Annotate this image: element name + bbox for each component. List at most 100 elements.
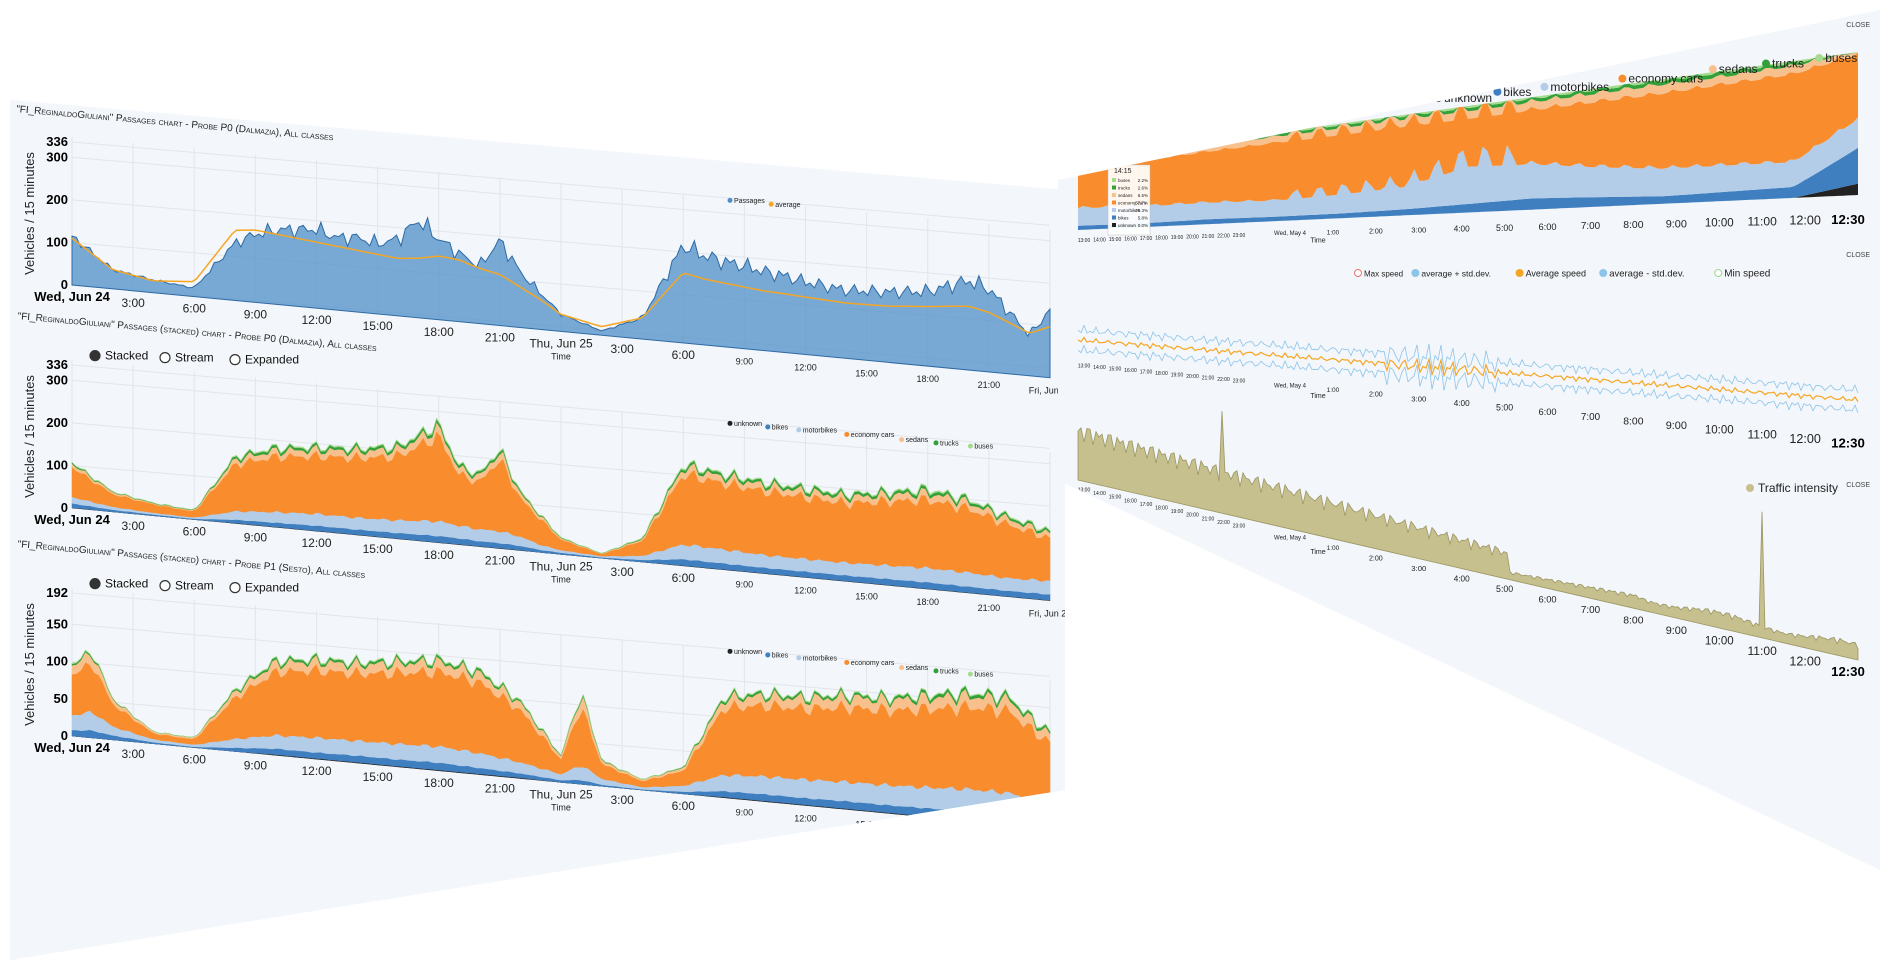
legend-motorbikes-icon[interactable] bbox=[796, 655, 802, 661]
legend-buses-label[interactable]: buses bbox=[1825, 51, 1857, 65]
radio-stream-icon[interactable] bbox=[159, 580, 171, 592]
legend-bikes-icon[interactable] bbox=[1493, 87, 1502, 96]
radio-expanded-icon[interactable] bbox=[229, 354, 241, 366]
legend-buses-icon[interactable] bbox=[967, 443, 973, 449]
x-tick-label: 18:00 bbox=[424, 548, 454, 562]
legend-average-speed-label[interactable]: Average speed bbox=[1526, 269, 1586, 279]
legend-motorbikes-icon[interactable] bbox=[1540, 82, 1549, 91]
legend-economy-cars-label[interactable]: economy cars bbox=[1628, 72, 1703, 86]
legend-average-std-dev-label[interactable]: average + std.dev. bbox=[1421, 269, 1491, 279]
tooltip-value: 25.3% bbox=[1135, 208, 1148, 213]
legend-sedans-icon[interactable] bbox=[899, 665, 905, 671]
radio-stacked-label[interactable]: Stacked bbox=[105, 577, 148, 591]
legend-motorbikes-label[interactable]: motorbikes bbox=[803, 655, 838, 662]
legend-economy-cars-label[interactable]: economy cars bbox=[851, 660, 895, 667]
legend-economy-cars-icon[interactable] bbox=[1618, 74, 1627, 83]
tooltip-label: economy cars bbox=[1118, 201, 1147, 206]
legend-buses-label[interactable]: buses bbox=[974, 672, 993, 679]
tooltip-label: motorbikes bbox=[1118, 208, 1141, 213]
legend-traffic-intensity-label[interactable]: Traffic intensity bbox=[1758, 481, 1838, 495]
legend-average-label[interactable]: average bbox=[775, 202, 800, 209]
legend-passages-label[interactable]: Passages bbox=[734, 198, 765, 205]
radio-stacked-icon[interactable] bbox=[1085, 155, 1091, 161]
legend-trucks-icon[interactable] bbox=[933, 668, 939, 674]
legend-passages-icon[interactable] bbox=[727, 197, 733, 203]
legend-max-speed-icon[interactable] bbox=[1354, 269, 1362, 277]
y-tick-label: 200 bbox=[46, 415, 68, 430]
legend-unknown-icon[interactable] bbox=[1434, 94, 1442, 102]
legend-bikes-label[interactable]: bikes bbox=[772, 652, 789, 659]
legend-bikes-icon[interactable] bbox=[765, 652, 771, 658]
legend-unknown-icon[interactable] bbox=[727, 648, 733, 654]
close-button-3[interactable]: CLOSE bbox=[1846, 482, 1870, 489]
legend-max-speed-label[interactable]: Max speed bbox=[1364, 270, 1403, 279]
legend-trucks-label[interactable]: trucks bbox=[1772, 57, 1804, 71]
legend-average-std-dev-icon[interactable] bbox=[1599, 269, 1608, 277]
legend-motorbikes-label[interactable]: motorbikes bbox=[803, 427, 838, 434]
tooltip-swatch bbox=[1112, 215, 1116, 220]
area-economy-cars bbox=[1078, 52, 1858, 209]
radio-expanded-label[interactable]: Expanded bbox=[245, 353, 299, 367]
line-average-plus-std-dev bbox=[1077, 324, 1859, 394]
radio-stacked-icon[interactable] bbox=[89, 350, 101, 362]
legend-buses-icon[interactable] bbox=[967, 671, 973, 677]
legend-buses-icon[interactable] bbox=[1815, 53, 1824, 62]
radio-stacked-icon[interactable] bbox=[89, 578, 101, 590]
legend-unknown-label[interactable]: unknown bbox=[1444, 91, 1492, 105]
x-tick-label: Wed, Jun 24 bbox=[34, 289, 110, 304]
x-tick-label: 15:00 bbox=[855, 819, 878, 829]
legend-average-speed-icon[interactable] bbox=[1515, 269, 1524, 277]
legend-bikes-icon[interactable] bbox=[765, 424, 771, 430]
x-tick-label: 13:00 bbox=[1078, 487, 1091, 493]
x-tick-label: 15:00 bbox=[1109, 495, 1122, 501]
legend-average-std-dev-icon[interactable] bbox=[1411, 269, 1420, 277]
legend-traffic-intensity-icon[interactable] bbox=[1746, 484, 1754, 492]
legend-trucks-label[interactable]: trucks bbox=[940, 668, 959, 675]
legend-trucks-label[interactable]: trucks bbox=[940, 440, 959, 447]
radio-stacked-label[interactable]: Stacked bbox=[105, 349, 148, 363]
radio-stream-label[interactable]: Stream bbox=[175, 351, 214, 365]
legend-motorbikes-icon[interactable] bbox=[796, 427, 802, 433]
close-button-1[interactable]: CLOSE bbox=[1846, 22, 1870, 29]
legend-trucks-icon[interactable] bbox=[933, 440, 939, 446]
legend-min-speed-icon[interactable] bbox=[1714, 269, 1723, 277]
legend-sedans-icon[interactable] bbox=[1708, 65, 1717, 74]
x-tick-label: 20:00 bbox=[1186, 234, 1199, 240]
tooltip-swatch bbox=[1112, 223, 1116, 227]
legend-buses-label[interactable]: buses bbox=[974, 444, 993, 451]
x-tick-label: 9:00 bbox=[244, 530, 268, 544]
x-tick-label: 3:00 bbox=[610, 565, 634, 579]
close-button-2[interactable]: CLOSE bbox=[1846, 252, 1870, 259]
legend-bikes-label[interactable]: bikes bbox=[772, 424, 789, 431]
radio-stream-label[interactable]: Stream bbox=[1113, 154, 1128, 159]
legend-unknown-label[interactable]: unknown bbox=[734, 421, 762, 428]
legend-unknown-icon[interactable] bbox=[727, 420, 733, 426]
legend-unknown-label[interactable]: unknown bbox=[734, 649, 762, 656]
x-tick-label: Thu, Jun 25 bbox=[529, 787, 593, 801]
legend-sedans-label[interactable]: sedans bbox=[1719, 62, 1758, 76]
x-tick-label: 19:00 bbox=[1171, 509, 1184, 515]
radio-expanded-icon[interactable] bbox=[229, 582, 241, 594]
legend-bikes-label[interactable]: bikes bbox=[1503, 85, 1531, 99]
radio-expanded-label[interactable]: Expanded bbox=[1135, 152, 1156, 157]
radio-stream-icon[interactable] bbox=[1107, 153, 1113, 159]
radio-expanded-label[interactable]: Expanded bbox=[245, 581, 299, 595]
radio-stacked-label[interactable]: Stacked bbox=[1091, 156, 1108, 161]
legend-economy-cars-icon[interactable] bbox=[844, 659, 850, 665]
legend-sedans-label[interactable]: sedans bbox=[906, 437, 929, 444]
legend-trucks-icon[interactable] bbox=[1762, 59, 1770, 68]
grid-h bbox=[71, 141, 1051, 226]
legend-min-speed-label[interactable]: Min speed bbox=[1724, 269, 1770, 280]
legend-average-std-dev-label[interactable]: average - std.dev. bbox=[1609, 269, 1684, 280]
legend-motorbikes-label[interactable]: motorbikes bbox=[1550, 80, 1609, 94]
legend-sedans-label[interactable]: sedans bbox=[906, 665, 929, 672]
legend-sedans-icon[interactable] bbox=[899, 437, 905, 443]
legend-average-icon[interactable] bbox=[768, 201, 774, 207]
radio-stream-icon[interactable] bbox=[159, 352, 171, 364]
radio-expanded-icon[interactable] bbox=[1129, 151, 1135, 157]
x-tick-label: 9:00 bbox=[244, 307, 268, 321]
x-tick-label: Wed, Jun 24 bbox=[34, 512, 110, 527]
radio-stream-label[interactable]: Stream bbox=[175, 579, 214, 593]
legend-economy-cars-icon[interactable] bbox=[844, 431, 850, 437]
legend-economy-cars-label[interactable]: economy cars bbox=[851, 432, 895, 439]
